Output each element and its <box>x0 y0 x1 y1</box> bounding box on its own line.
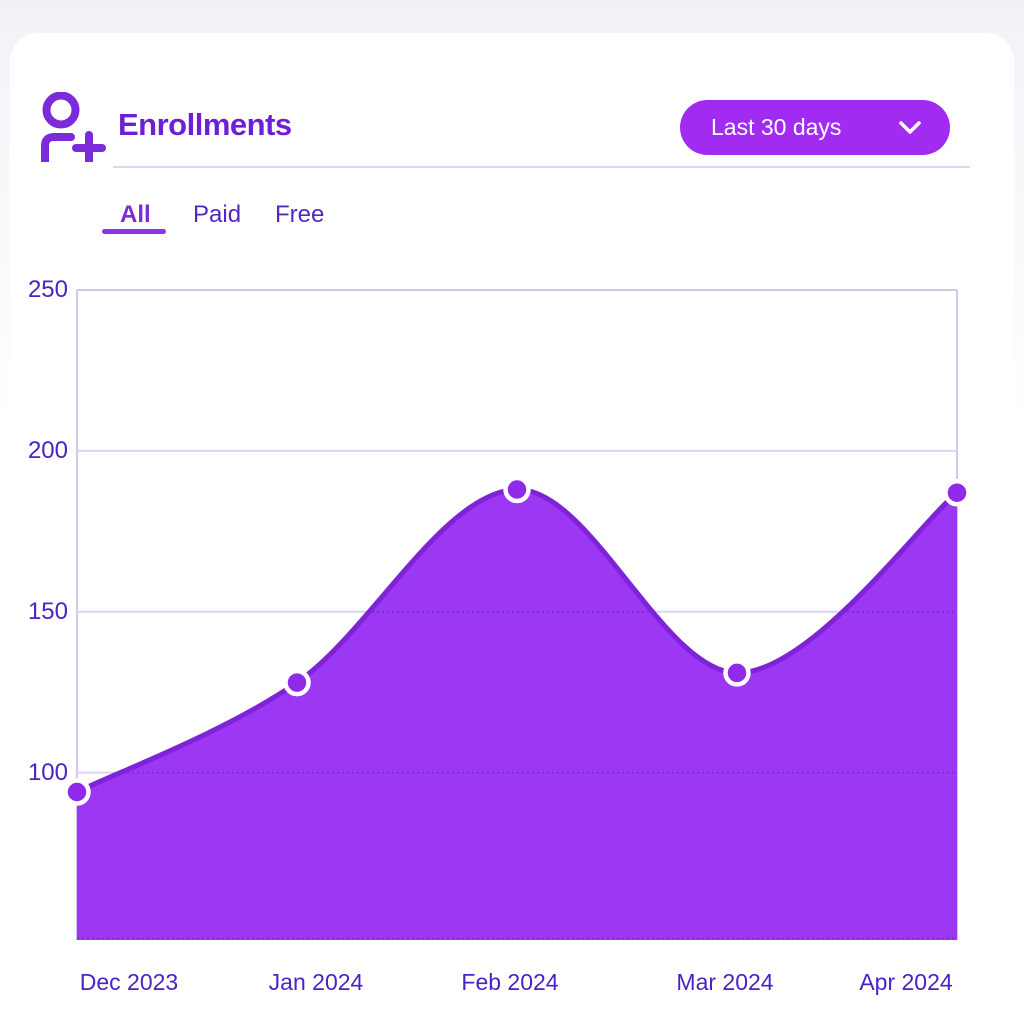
tab-free[interactable]: Free <box>275 201 325 228</box>
y-axis-tick-label: 200 <box>27 436 68 464</box>
user-plus-icon <box>41 92 106 162</box>
y-axis-tick-label: 250 <box>27 276 68 303</box>
data-point[interactable] <box>503 475 531 504</box>
data-point[interactable] <box>943 478 971 507</box>
y-axis-tick-label: 100 <box>27 758 68 786</box>
x-axis-tick-label: Mar 2024 <box>676 969 774 995</box>
x-axis-tick-label: Dec 2023 <box>79 969 179 995</box>
header-divider <box>113 166 970 168</box>
data-point[interactable] <box>723 659 751 687</box>
y-axis-tick-label: 150 <box>27 597 68 625</box>
tab-all[interactable]: All <box>120 201 151 228</box>
data-point[interactable] <box>63 778 91 806</box>
x-axis-tick-label: Apr 2024 <box>859 969 953 995</box>
date-range-button[interactable]: Last 30 days <box>680 100 950 155</box>
date-range-label: Last 30 days <box>711 114 842 140</box>
data-points <box>63 475 971 806</box>
x-axis-tick-label: Feb 2024 <box>461 969 559 995</box>
data-point[interactable] <box>283 668 311 697</box>
x-axis-tick-label: Jan 2024 <box>268 969 364 995</box>
area-series <box>77 489 957 940</box>
active-tab-underline <box>102 229 166 234</box>
chevron-down-icon <box>899 121 921 134</box>
tab-paid[interactable]: Paid <box>193 201 242 228</box>
page-title: Enrollments <box>118 107 292 142</box>
